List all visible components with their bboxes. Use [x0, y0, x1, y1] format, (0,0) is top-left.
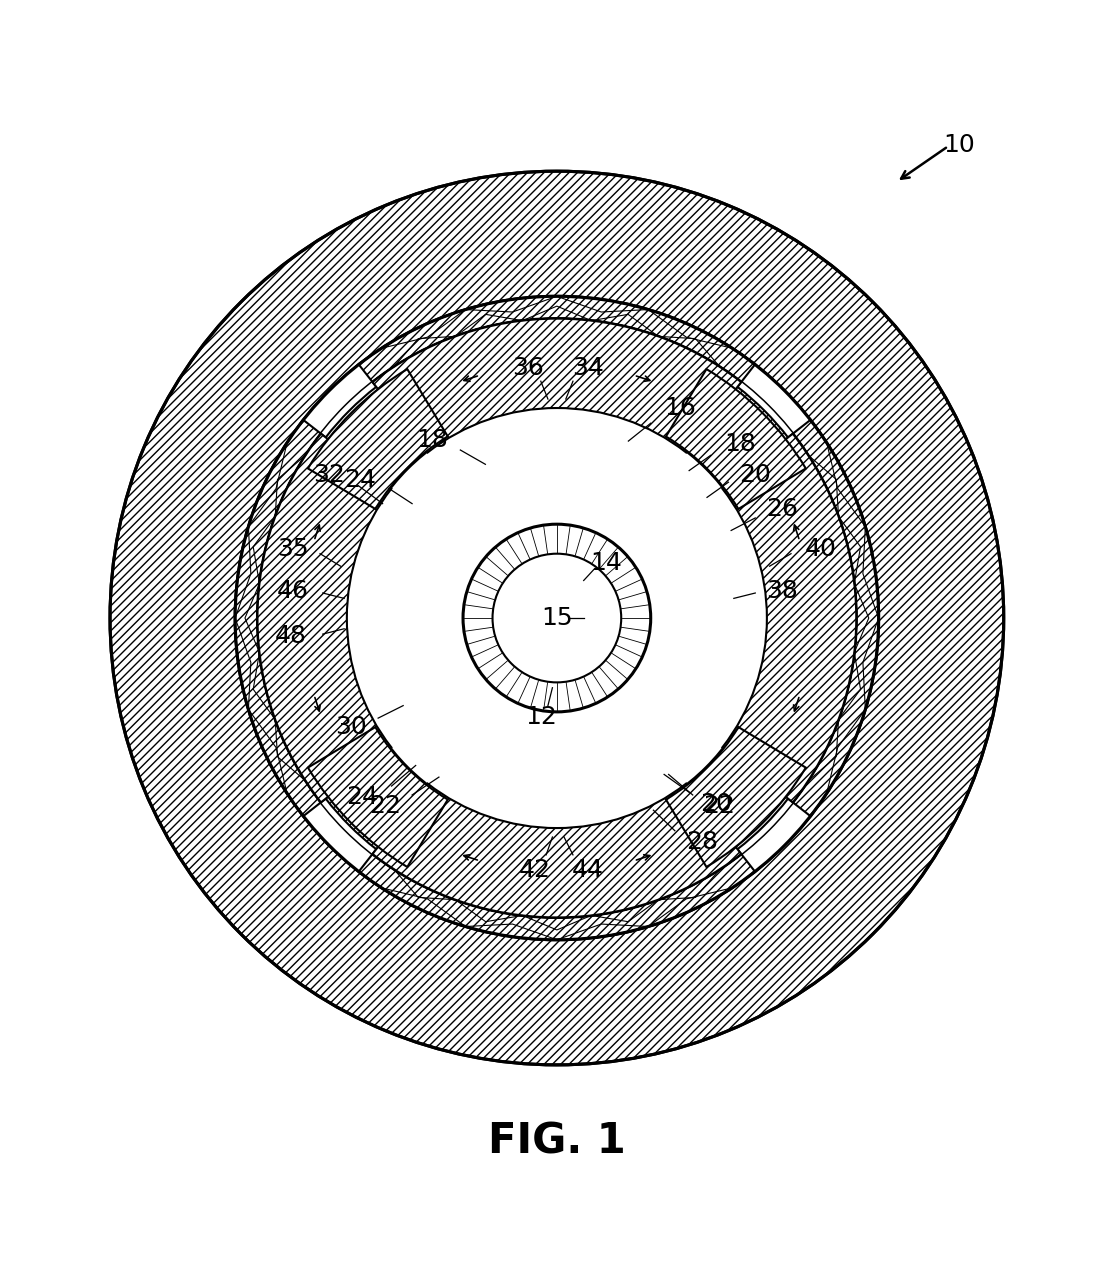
Text: FIG. 1: FIG. 1: [487, 1120, 626, 1162]
Wedge shape: [307, 728, 447, 867]
Circle shape: [347, 409, 766, 828]
Wedge shape: [305, 366, 447, 510]
Text: 28: 28: [686, 830, 717, 853]
Text: 38: 38: [766, 579, 798, 603]
Wedge shape: [235, 420, 321, 816]
Wedge shape: [307, 369, 447, 509]
Wedge shape: [373, 784, 740, 917]
Circle shape: [346, 409, 767, 828]
Text: 16: 16: [663, 396, 696, 420]
Circle shape: [463, 524, 650, 712]
Wedge shape: [373, 784, 740, 917]
Text: 20: 20: [700, 792, 731, 816]
Text: 18: 18: [415, 428, 447, 451]
Text: 32: 32: [313, 464, 345, 487]
Text: 24: 24: [346, 785, 377, 808]
Wedge shape: [110, 172, 1003, 1065]
Text: 12: 12: [524, 705, 556, 729]
Wedge shape: [666, 369, 806, 509]
Text: 44: 44: [572, 858, 603, 883]
Wedge shape: [257, 434, 391, 802]
Text: 36: 36: [512, 356, 544, 380]
Text: 22: 22: [370, 794, 401, 817]
Wedge shape: [305, 726, 447, 870]
Text: 18: 18: [723, 432, 756, 456]
Wedge shape: [257, 319, 856, 917]
Wedge shape: [666, 366, 808, 510]
Wedge shape: [722, 434, 856, 802]
Wedge shape: [792, 420, 878, 816]
Circle shape: [235, 297, 878, 939]
Wedge shape: [373, 319, 740, 452]
Text: 20: 20: [739, 464, 770, 487]
Text: 22: 22: [703, 794, 735, 817]
Wedge shape: [666, 726, 808, 870]
Text: 30: 30: [335, 715, 367, 739]
Wedge shape: [666, 728, 806, 867]
Text: 24: 24: [344, 468, 376, 492]
Text: 46: 46: [277, 579, 309, 603]
Wedge shape: [373, 319, 740, 452]
Circle shape: [512, 574, 601, 662]
Text: 14: 14: [590, 551, 621, 575]
Wedge shape: [257, 434, 391, 802]
Text: 26: 26: [766, 497, 798, 521]
Text: 35: 35: [277, 537, 308, 561]
Text: 34: 34: [572, 356, 603, 380]
Text: 15: 15: [541, 606, 572, 630]
Text: 40: 40: [804, 537, 836, 561]
Circle shape: [492, 553, 621, 683]
Circle shape: [257, 319, 856, 917]
Text: 10: 10: [943, 133, 974, 156]
Wedge shape: [722, 434, 856, 802]
Wedge shape: [358, 854, 755, 940]
Wedge shape: [358, 296, 755, 382]
Text: 48: 48: [275, 624, 306, 648]
Text: 42: 42: [519, 858, 550, 883]
